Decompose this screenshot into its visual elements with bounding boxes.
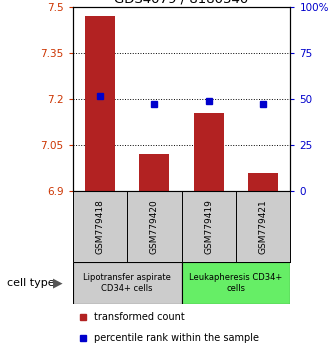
Text: Lipotransfer aspirate
CD34+ cells: Lipotransfer aspirate CD34+ cells xyxy=(83,274,171,293)
Bar xyxy=(194,113,224,191)
Text: GSM779418: GSM779418 xyxy=(95,199,104,254)
Bar xyxy=(182,262,290,304)
Bar xyxy=(85,16,115,191)
Text: ▶: ▶ xyxy=(53,277,63,290)
Title: GDS4079 / 8180340: GDS4079 / 8180340 xyxy=(115,0,248,6)
Text: Leukapheresis CD34+
cells: Leukapheresis CD34+ cells xyxy=(189,274,282,293)
Bar xyxy=(248,173,278,191)
Bar xyxy=(73,262,182,304)
Text: transformed count: transformed count xyxy=(94,312,185,322)
Text: GSM779419: GSM779419 xyxy=(204,199,213,254)
Text: percentile rank within the sample: percentile rank within the sample xyxy=(94,332,259,343)
Text: cell type: cell type xyxy=(7,278,54,288)
Text: GSM779421: GSM779421 xyxy=(259,199,268,254)
Bar xyxy=(139,154,169,191)
Text: GSM779420: GSM779420 xyxy=(150,199,159,254)
